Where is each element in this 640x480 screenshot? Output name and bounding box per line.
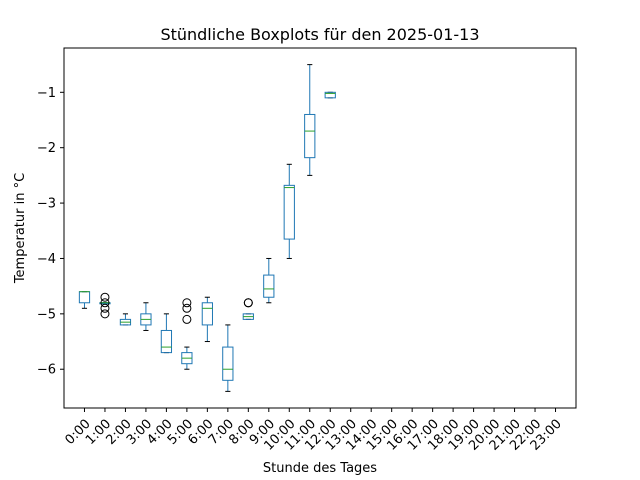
flier-point <box>100 292 110 302</box>
y-axis-label: Temperatur in °C <box>13 173 28 284</box>
plot-area <box>78 64 336 392</box>
box-2:00 <box>119 313 132 326</box>
box-10:00 <box>283 163 295 259</box>
flier-point <box>100 303 110 313</box>
y-tick-label: −6 <box>37 363 56 378</box>
box-iqr <box>263 274 275 298</box>
box-7:00 <box>222 324 234 392</box>
y-tick-label: −3 <box>37 197 56 212</box>
flier-point <box>182 303 192 313</box>
box-iqr <box>201 302 213 326</box>
box-5:00 <box>181 298 193 370</box>
flier-point <box>182 298 192 308</box>
box-9:00 <box>263 257 275 304</box>
axes-frame <box>63 47 577 409</box>
box-4:00 <box>160 313 173 354</box>
flier-point <box>182 314 192 324</box>
y-axis: −6 −5 −4 −3 −2 −1 <box>37 86 64 378</box>
chart-title: Stündliche Boxplots für den 2025-01-13 <box>160 25 479 44</box>
box-12:00 <box>324 91 336 99</box>
box-3:00 <box>140 302 152 331</box>
y-tick-label: −1 <box>37 86 56 101</box>
flier-point <box>100 309 110 319</box>
flier-point <box>243 298 253 308</box>
box-iqr <box>324 91 336 99</box>
box-iqr <box>222 346 234 381</box>
y-tick-label: −5 <box>37 307 56 322</box>
box-iqr <box>283 184 295 240</box>
flier-point <box>100 298 110 308</box>
box-11:00 <box>304 64 316 176</box>
box-8:00 <box>242 298 254 320</box>
box-6:00 <box>201 296 213 343</box>
x-axis: 0:001:002:003:004:005:006:007:008:009:00… <box>62 408 565 454</box>
box-iqr <box>78 291 91 304</box>
box-0:00 <box>78 291 91 309</box>
y-tick-label: −4 <box>37 252 56 267</box>
box-iqr <box>160 329 173 354</box>
y-tick-label: −2 <box>37 141 56 156</box>
x-axis-label: Stunde des Tages <box>263 461 377 476</box>
box-1:00 <box>99 292 111 319</box>
box-iqr <box>304 113 316 159</box>
